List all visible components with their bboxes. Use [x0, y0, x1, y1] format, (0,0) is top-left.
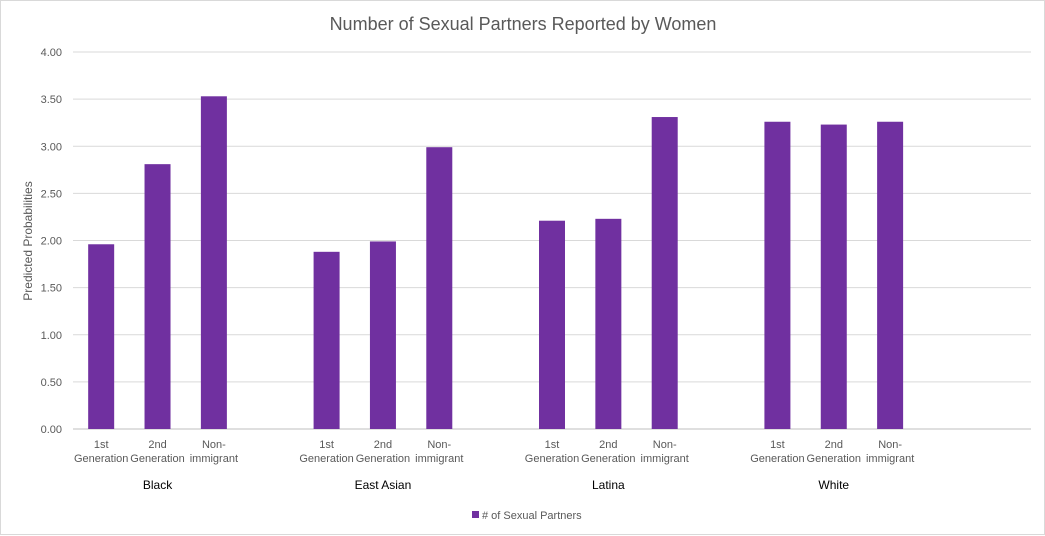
x-axis-category-labels: 1st Generation 2nd Generation Non-immigrant 1… [74, 439, 914, 465]
x-category-label: Generation [750, 453, 804, 465]
x-category-label: Non- [202, 439, 226, 451]
bar [313, 251, 340, 429]
bar [369, 241, 396, 429]
legend: # of Sexual Partners [472, 510, 582, 522]
x-category-label: Generation [299, 453, 353, 465]
bar [144, 164, 171, 429]
bar [595, 218, 622, 429]
bar [820, 124, 847, 429]
x-category-label: immigrant [190, 453, 238, 465]
x-category-label: immigrant [866, 453, 914, 465]
y-tick-label: 3.50 [41, 94, 62, 106]
x-category-label: Generation [581, 453, 635, 465]
x-category-label: Generation [356, 453, 410, 465]
x-category-label: immigrant [415, 453, 463, 465]
x-axis-group-labels: Black East Asian Latina White [143, 478, 850, 492]
bar [88, 244, 115, 429]
x-category-label: immigrant [641, 453, 689, 465]
y-tick-label: 2.50 [41, 188, 62, 200]
x-category-label: 1st [94, 439, 109, 451]
bar [764, 121, 791, 430]
bar [200, 96, 227, 430]
y-tick-label: 4.00 [41, 47, 62, 59]
x-group-label: White [818, 478, 849, 492]
y-axis-label: Predicted Probabilities [21, 181, 35, 300]
y-tick-label: 1.50 [41, 283, 62, 295]
x-category-label: Non- [653, 439, 677, 451]
bar [651, 117, 678, 429]
x-category-label: Generation [525, 453, 579, 465]
bars [88, 96, 904, 430]
x-category-label: 1st [319, 439, 334, 451]
bar [426, 147, 453, 429]
y-tick-label: 2.00 [41, 236, 62, 248]
bar [877, 121, 904, 430]
y-tick-label: 3.00 [41, 141, 62, 153]
x-group-label: Black [143, 478, 173, 492]
x-category-label: Non- [878, 439, 902, 451]
bar [539, 220, 565, 429]
x-category-label: 2nd [374, 439, 392, 451]
chart-title: Number of Sexual Partners Reported by Wo… [330, 14, 717, 34]
legend-label: # of Sexual Partners [482, 510, 582, 522]
x-category-label: 2nd [599, 439, 617, 451]
y-tick-label: 0.50 [41, 377, 62, 389]
x-category-label: Generation [130, 453, 184, 465]
x-category-label: Non- [427, 439, 451, 451]
x-group-label: East Asian [355, 478, 412, 492]
x-category-label: 2nd [825, 439, 843, 451]
x-category-label: 1st [770, 439, 785, 451]
x-category-label: 2nd [148, 439, 166, 451]
x-group-label: Latina [592, 478, 625, 492]
x-category-label: Generation [807, 453, 861, 465]
x-category-label: Generation [74, 453, 128, 465]
y-tick-label: 1.00 [41, 330, 62, 342]
y-tick-label: 0.00 [41, 424, 62, 436]
y-axis-ticks: 0.00 0.50 1.00 1.50 2.00 2.50 3.00 3.50 4.00 [41, 47, 62, 436]
x-category-label: 1st [545, 439, 560, 451]
legend-swatch [472, 511, 479, 518]
